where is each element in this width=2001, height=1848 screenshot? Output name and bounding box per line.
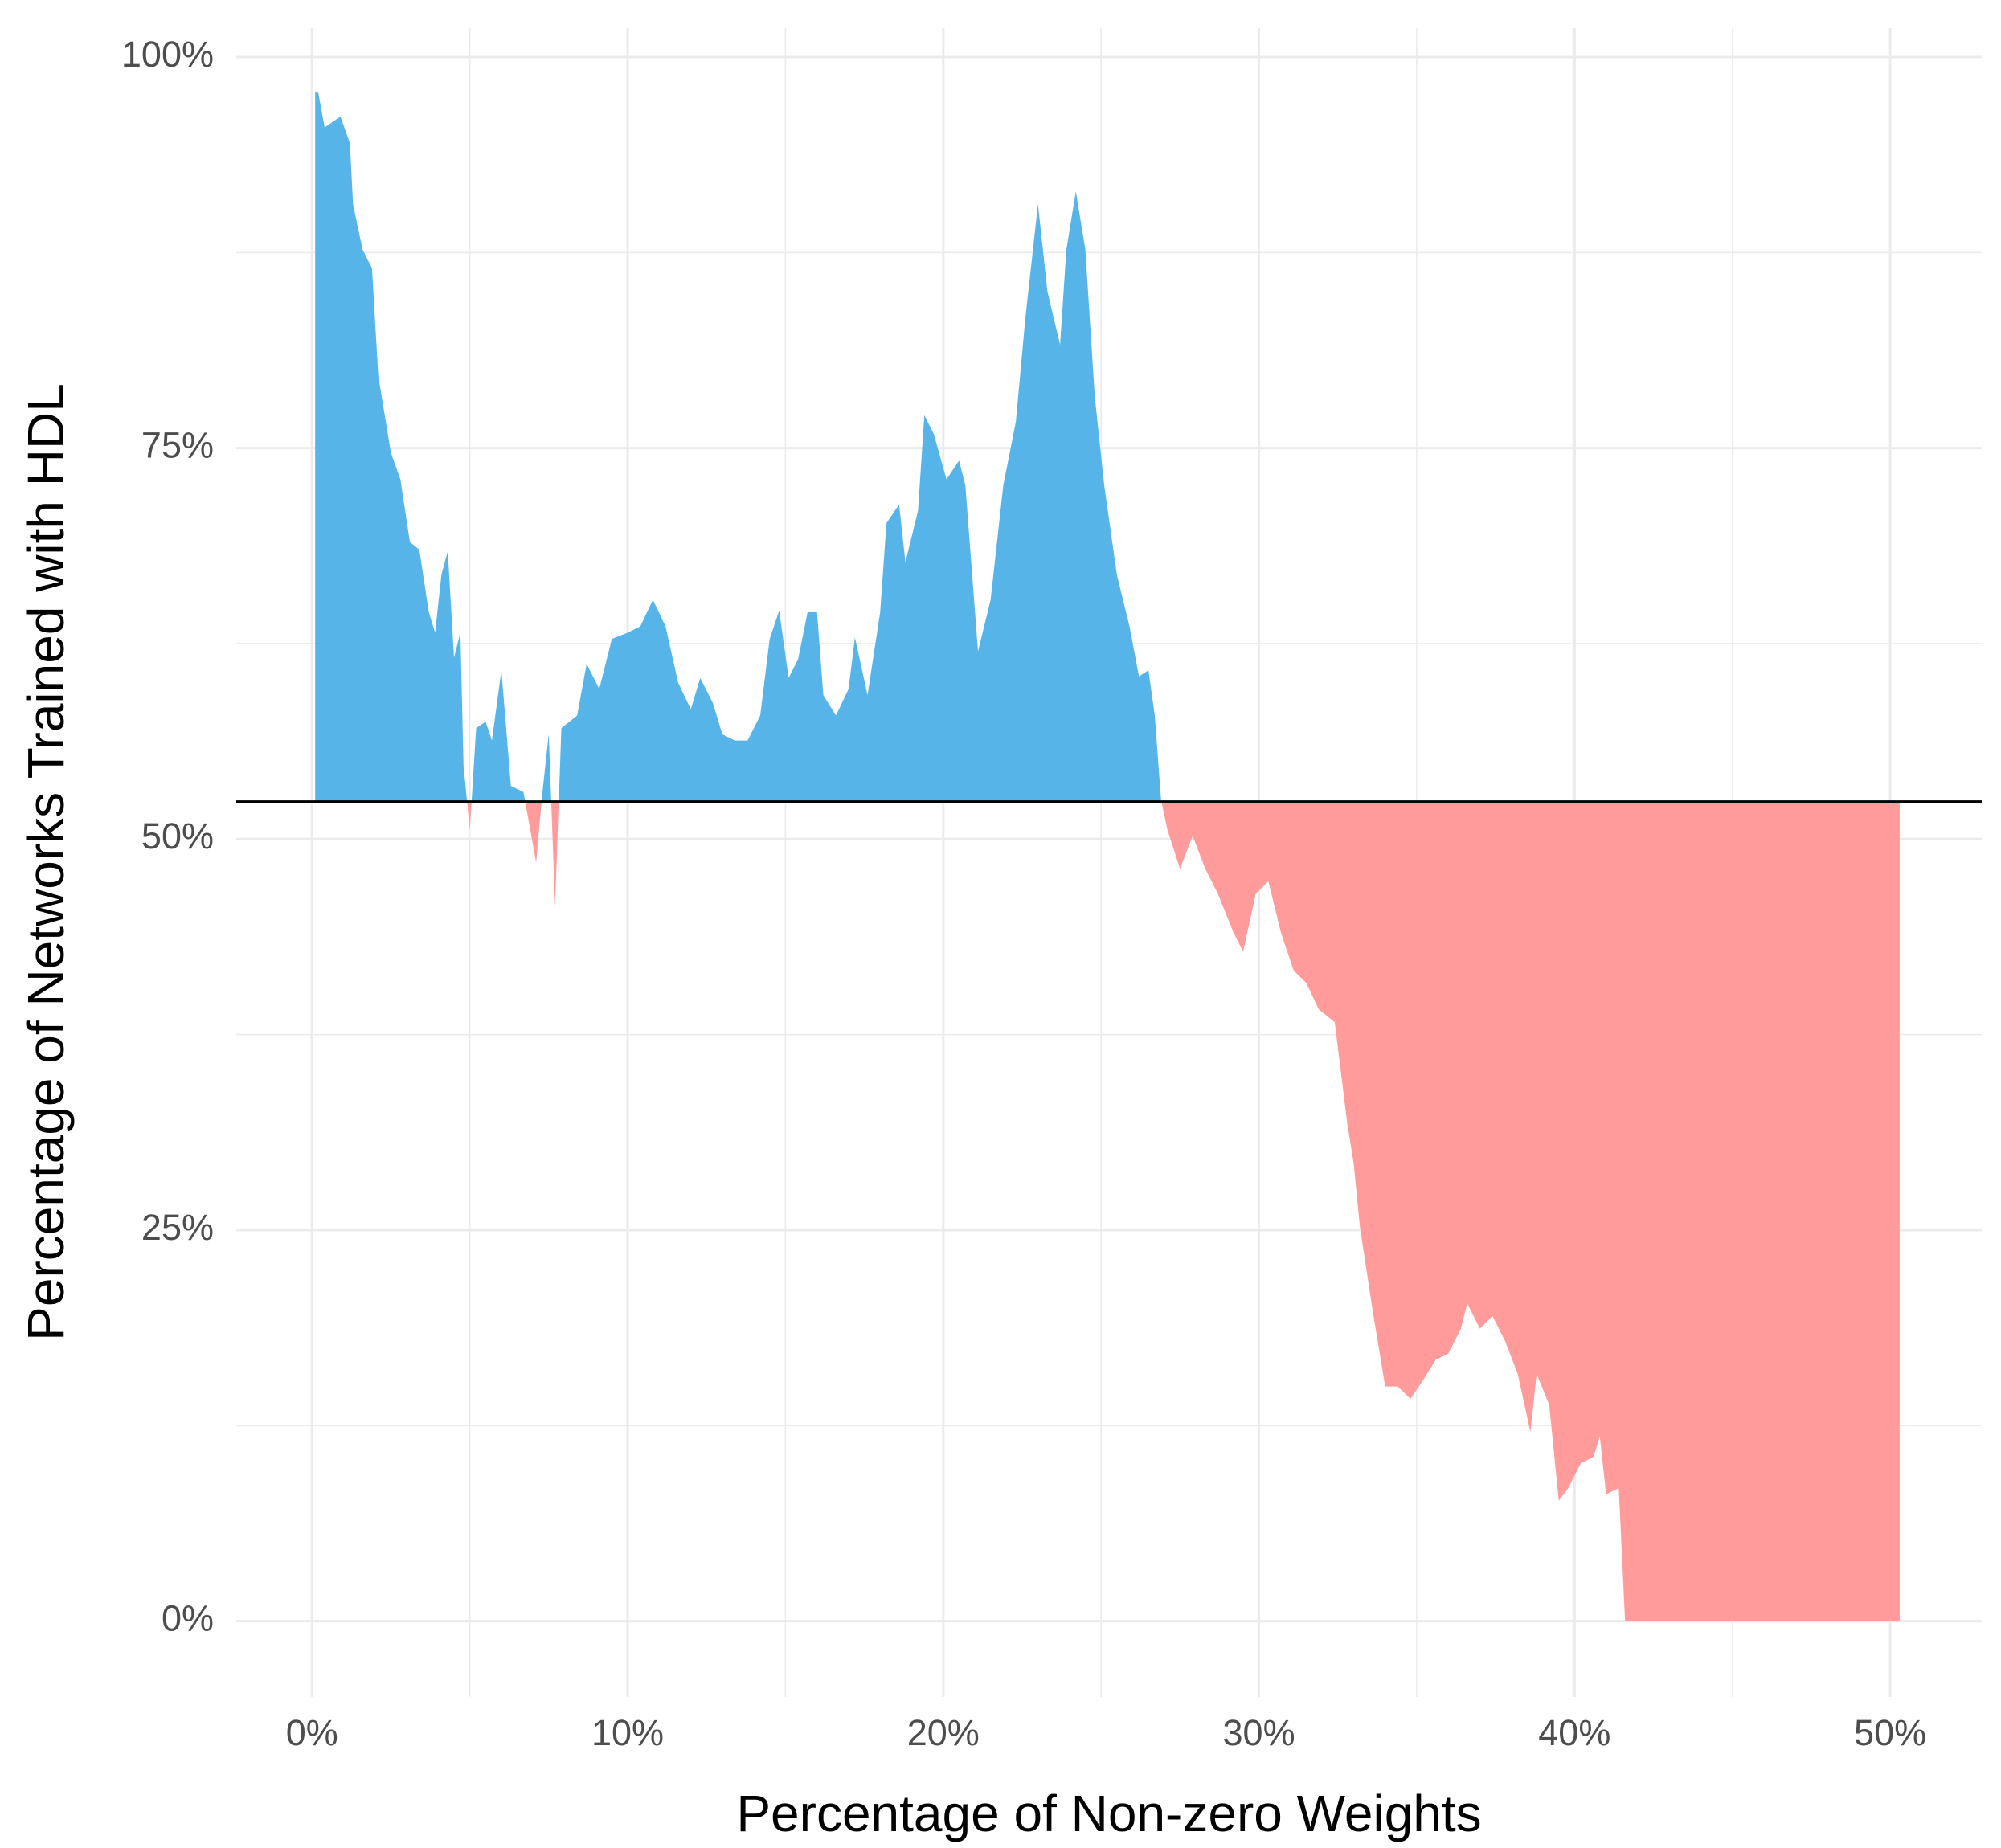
x-tick-label: 50% — [1854, 1712, 1926, 1753]
area-below — [467, 801, 1900, 1621]
y-tick-label: 0% — [162, 1597, 214, 1638]
x-tick-label: 10% — [591, 1712, 664, 1753]
y-axis-title: Percentage of Networks Trained with HDL — [17, 383, 75, 1341]
area-above — [315, 91, 1900, 802]
x-tick-label: 40% — [1538, 1712, 1610, 1753]
x-axis-title: Percentage of Non-zero Weights — [736, 1785, 1481, 1842]
x-tick-label: 20% — [907, 1712, 980, 1753]
y-tick-label: 75% — [141, 425, 214, 466]
y-tick-label: 50% — [141, 816, 214, 857]
y-tick-label: 100% — [121, 34, 214, 75]
y-tick-label: 25% — [141, 1207, 214, 1248]
x-tick-label: 0% — [286, 1712, 338, 1753]
x-tick-label: 30% — [1223, 1712, 1295, 1753]
